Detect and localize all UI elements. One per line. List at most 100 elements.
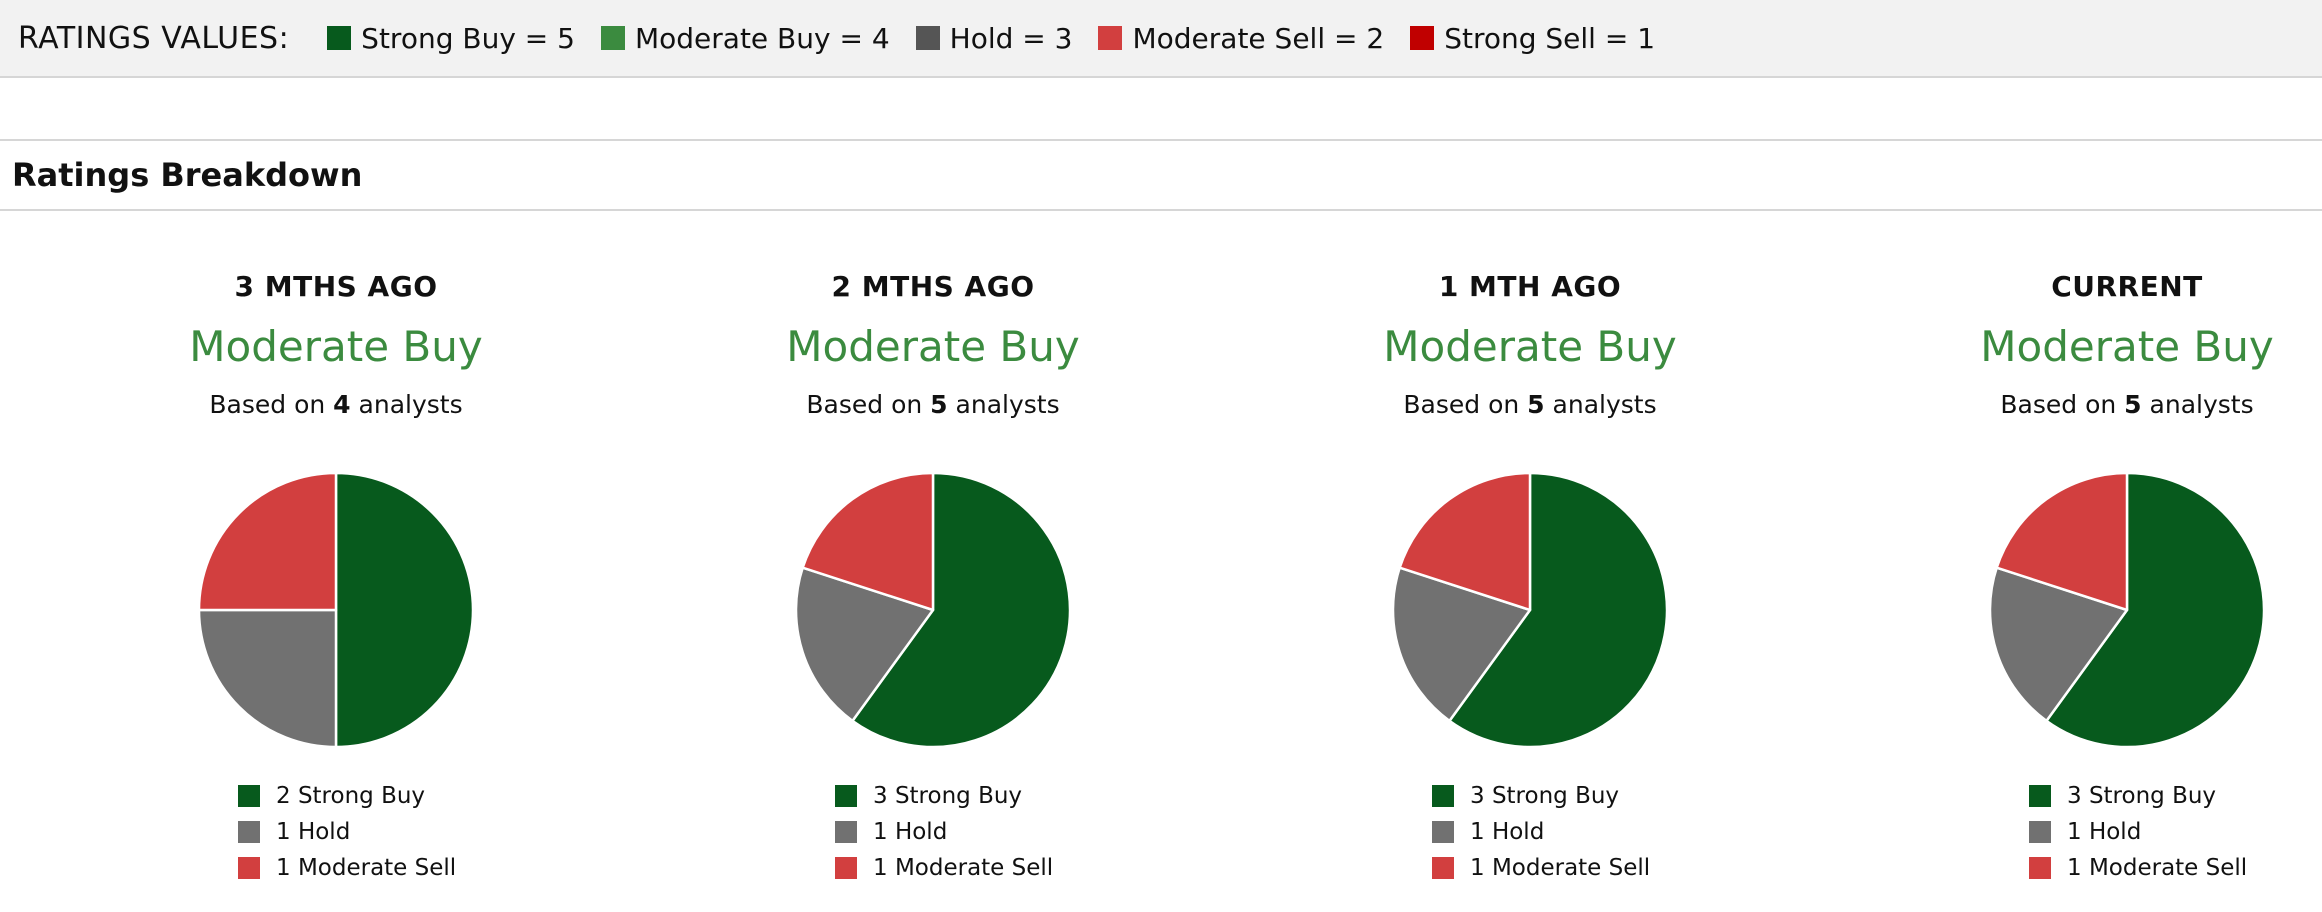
analyst-count: 5 bbox=[930, 390, 948, 419]
legend-swatch-strong-buy bbox=[1432, 785, 1454, 807]
pie-slice-strong-buy[interactable] bbox=[334, 471, 475, 749]
legend-item-strong-buy: 2 Strong Buy bbox=[238, 778, 456, 814]
based-prefix: Based on bbox=[806, 390, 923, 419]
analyst-count-line: Based on 4 analysts bbox=[46, 390, 626, 422]
consensus-rating: Moderate Buy bbox=[1980, 322, 2274, 371]
pie-slice-hold[interactable] bbox=[197, 608, 338, 749]
divider bbox=[0, 209, 2322, 211]
legend-label-hold: 1 Hold bbox=[1470, 819, 1545, 845]
pie-slice-moderate-sell[interactable] bbox=[197, 471, 338, 612]
legend-swatch-moderate-sell bbox=[1432, 857, 1454, 879]
rating-panel-current: CURRENT Moderate Buy Based on 5 analysts bbox=[1837, 270, 2322, 422]
legend-item-moderate-sell: 1 Moderate Sell bbox=[835, 850, 1053, 886]
consensus-rating: Moderate Buy bbox=[1383, 322, 1677, 371]
legend-swatch-strong-sell bbox=[1410, 26, 1435, 50]
panel-legend: 2 Strong Buy 1 Hold 1 Moderate Sell bbox=[238, 778, 456, 886]
legend-label-strong-buy: Strong Buy = 5 bbox=[361, 21, 575, 55]
ratings-pie-chart bbox=[1988, 471, 2266, 749]
legend-label-moderate-buy: Moderate Buy = 4 bbox=[634, 21, 890, 55]
legend-label-moderate-sell: 1 Moderate Sell bbox=[2067, 855, 2248, 881]
legend-item-moderate-buy: Moderate Buy = 4 bbox=[600, 21, 890, 55]
analyst-count: 5 bbox=[1527, 390, 1545, 419]
legend-item-hold: 1 Hold bbox=[1432, 814, 1650, 850]
legend-label-hold: 1 Hold bbox=[276, 819, 351, 845]
legend-swatch-moderate-sell bbox=[835, 857, 857, 879]
legend-swatch-hold bbox=[835, 821, 857, 843]
based-prefix: Based on bbox=[1403, 390, 1520, 419]
legend-swatch-hold bbox=[2029, 821, 2051, 843]
legend-label-moderate-sell: 1 Moderate Sell bbox=[276, 855, 457, 881]
legend-item-strong-buy: 3 Strong Buy bbox=[1432, 778, 1650, 814]
legend-label-moderate-sell: 1 Moderate Sell bbox=[1470, 855, 1651, 881]
legend-label-hold: Hold = 3 bbox=[949, 21, 1073, 55]
analyst-count: 5 bbox=[2124, 390, 2142, 419]
legend-label-hold: 1 Hold bbox=[2067, 819, 2142, 845]
legend-label-strong-buy: 3 Strong Buy bbox=[2067, 783, 2217, 809]
legend-item-moderate-sell: 1 Moderate Sell bbox=[2029, 850, 2247, 886]
legend-label-moderate-sell: Moderate Sell = 2 bbox=[1132, 21, 1385, 55]
legend-item-hold: 1 Hold bbox=[238, 814, 456, 850]
legend-swatch-moderate-sell bbox=[2029, 857, 2051, 879]
rating-panel-3-mths-ago: 3 MTHS AGO Moderate Buy Based on 4 analy… bbox=[46, 270, 626, 422]
analyst-count-line: Based on 5 analysts bbox=[1240, 390, 1820, 422]
legend-label-strong-buy: 3 Strong Buy bbox=[1470, 783, 1620, 809]
legend-item-strong-buy: 3 Strong Buy bbox=[835, 778, 1053, 814]
legend-item-strong-buy: 3 Strong Buy bbox=[2029, 778, 2247, 814]
consensus-rating: Moderate Buy bbox=[786, 322, 1080, 371]
legend-swatch-moderate-buy bbox=[600, 26, 625, 50]
panel-legend: 3 Strong Buy 1 Hold 1 Moderate Sell bbox=[1432, 778, 1650, 886]
legend-item-hold: 1 Hold bbox=[2029, 814, 2247, 850]
rating-panel-1-mth-ago: 1 MTH AGO Moderate Buy Based on 5 analys… bbox=[1240, 270, 1820, 422]
ratings-pie-chart bbox=[794, 471, 1072, 749]
legend-swatch-hold bbox=[238, 821, 260, 843]
consensus-rating: Moderate Buy bbox=[189, 322, 483, 371]
pie-slice-strong-buy[interactable] bbox=[2045, 471, 2266, 749]
panel-legend: 3 Strong Buy 1 Hold 1 Moderate Sell bbox=[835, 778, 1053, 886]
pie-slice-moderate-sell[interactable] bbox=[1398, 471, 1532, 612]
rating-panel-2-mths-ago: 2 MTHS AGO Moderate Buy Based on 5 analy… bbox=[643, 270, 1223, 422]
panel-period: 2 MTHS AGO bbox=[831, 270, 1035, 303]
analyst-count: 4 bbox=[333, 390, 351, 419]
analyst-count-line: Based on 5 analysts bbox=[643, 390, 1223, 422]
based-suffix: analysts bbox=[1552, 390, 1657, 419]
pie-slice-strong-buy[interactable] bbox=[851, 471, 1072, 749]
panel-period: 1 MTH AGO bbox=[1438, 270, 1622, 303]
legend-item-moderate-sell: 1 Moderate Sell bbox=[238, 850, 456, 886]
legend-swatch-strong-buy bbox=[835, 785, 857, 807]
pie-slice-moderate-sell[interactable] bbox=[1995, 471, 2129, 612]
legend-item-hold: Hold = 3 bbox=[915, 21, 1073, 55]
ratings-pie-chart bbox=[1391, 471, 1669, 749]
divider bbox=[0, 139, 2322, 141]
based-prefix: Based on bbox=[2000, 390, 2117, 419]
legend-swatch-strong-buy bbox=[238, 785, 260, 807]
panel-period: 3 MTHS AGO bbox=[234, 270, 438, 303]
legend-swatch-moderate-sell bbox=[238, 857, 260, 879]
panel-legend: 3 Strong Buy 1 Hold 1 Moderate Sell bbox=[2029, 778, 2247, 886]
pie-slice-hold[interactable] bbox=[1391, 566, 1532, 723]
pie-slice-strong-buy[interactable] bbox=[1448, 471, 1669, 749]
based-prefix: Based on bbox=[209, 390, 326, 419]
ratings-values-title: RATINGS VALUES: bbox=[18, 20, 290, 56]
ratings-pie-chart bbox=[197, 471, 475, 749]
legend-item-moderate-sell: Moderate Sell = 2 bbox=[1098, 22, 1384, 55]
legend-label-strong-buy: 2 Strong Buy bbox=[276, 783, 426, 809]
legend-item-strong-buy: Strong Buy = 5 bbox=[327, 22, 575, 55]
legend-swatch-moderate-sell bbox=[1098, 26, 1123, 50]
legend-swatch-hold bbox=[1432, 821, 1454, 843]
panel-period: CURRENT bbox=[2051, 270, 2203, 303]
section-title: Ratings Breakdown bbox=[12, 156, 363, 194]
legend-label-moderate-sell: 1 Moderate Sell bbox=[873, 855, 1054, 881]
legend-swatch-hold bbox=[915, 26, 940, 50]
legend-item-hold: 1 Hold bbox=[835, 814, 1053, 850]
based-suffix: analysts bbox=[955, 390, 1060, 419]
pie-slice-hold[interactable] bbox=[794, 566, 935, 723]
legend-item-moderate-sell: 1 Moderate Sell bbox=[1432, 850, 1650, 886]
legend-label-strong-sell: Strong Sell = 1 bbox=[1444, 21, 1656, 55]
based-suffix: analysts bbox=[2149, 390, 2254, 419]
legend-item-strong-sell: Strong Sell = 1 bbox=[1410, 22, 1655, 55]
pie-slice-moderate-sell[interactable] bbox=[801, 471, 935, 612]
ratings-values-legend: RATINGS VALUES: Strong Buy = 5 Moderate … bbox=[0, 0, 2322, 78]
analyst-count-line: Based on 5 analysts bbox=[1837, 390, 2322, 422]
legend-swatch-strong-buy bbox=[327, 26, 352, 50]
pie-slice-hold[interactable] bbox=[1988, 566, 2129, 723]
